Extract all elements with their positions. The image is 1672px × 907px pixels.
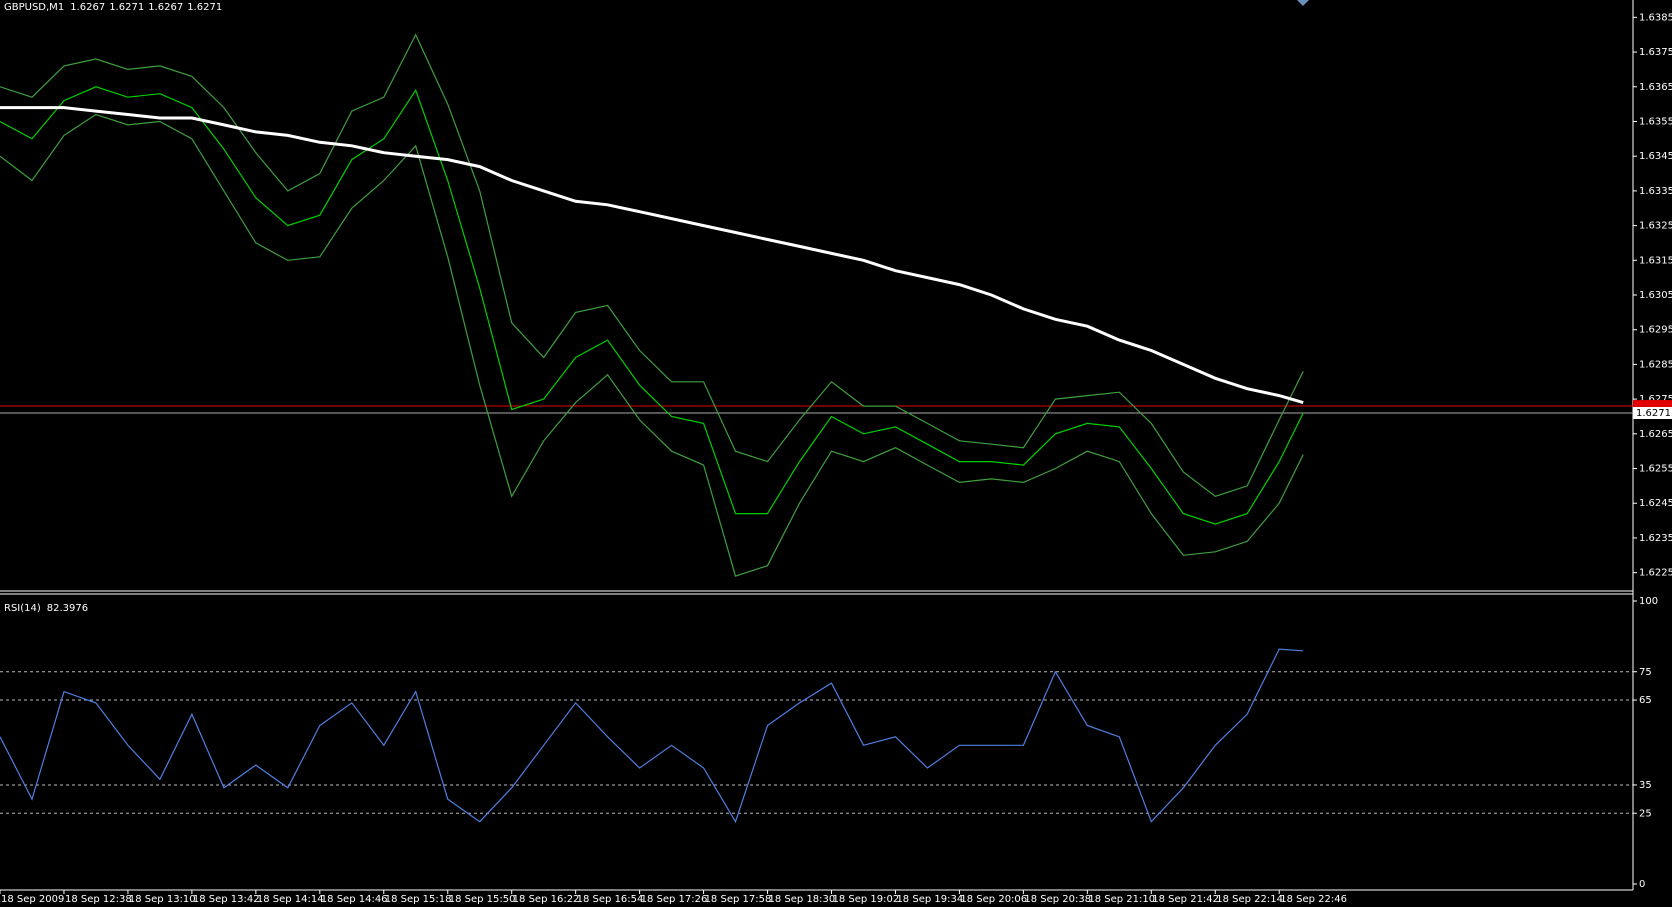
x-tick-label: 18 Sep 13:42 — [193, 894, 260, 905]
quote-value: 1.6267 — [70, 2, 105, 13]
y-tick-label: 1.6385 — [1639, 12, 1672, 23]
marker-icon — [1297, 0, 1309, 6]
x-tick-label: 18 Sep 16:54 — [577, 894, 644, 905]
y-tick-label: 1.6325 — [1639, 221, 1672, 232]
x-tick-label: 18 Sep 2009 — [1, 894, 64, 905]
y-tick-label: 1.6245 — [1639, 498, 1672, 509]
x-tick-label: 18 Sep 14:46 — [321, 894, 388, 905]
x-tick-label: 18 Sep 19:02 — [832, 894, 899, 905]
x-tick-label: 18 Sep 16:22 — [513, 894, 580, 905]
quote-value: 1.6271 — [187, 2, 222, 13]
y-tick-label: 1.6285 — [1639, 359, 1672, 370]
y-tick-label: 1.6315 — [1639, 255, 1672, 266]
y-tick-label: 1.6305 — [1639, 290, 1672, 301]
y-tick-label: 100 — [1639, 596, 1658, 607]
series-line — [0, 648, 1304, 824]
x-tick-label: 18 Sep 20:06 — [960, 894, 1027, 905]
y-tick-label: 1.6225 — [1639, 568, 1672, 579]
y-tick-label: 25 — [1639, 808, 1652, 819]
x-tick-label: 18 Sep 15:50 — [449, 894, 516, 905]
x-tick-label: 18 Sep 21:10 — [1088, 894, 1155, 905]
x-tick-label: 18 Sep 18:30 — [769, 894, 836, 905]
y-tick-label: 1.6265 — [1639, 429, 1672, 440]
y-tick-label: 1.6295 — [1639, 325, 1672, 336]
x-tick-label: 18 Sep 17:58 — [705, 894, 772, 905]
x-tick-label: 18 Sep 13:10 — [129, 894, 196, 905]
series-line — [0, 113, 1304, 577]
x-tick-label: 18 Sep 20:38 — [1024, 894, 1091, 905]
quote-value: 1.6267 — [148, 2, 183, 13]
quote-value: 1.6271 — [109, 2, 144, 13]
chart-title: GBPUSD,M1 — [4, 2, 64, 13]
y-tick-label: 1.6255 — [1639, 464, 1672, 475]
y-tick-label: 1.6355 — [1639, 116, 1672, 127]
indicator-value: 82.3976 — [47, 603, 88, 614]
x-tick-label: 18 Sep 22:46 — [1280, 894, 1347, 905]
x-tick-label: 18 Sep 12:38 — [65, 894, 132, 905]
x-tick-label: 18 Sep 17:26 — [641, 894, 708, 905]
series-line — [0, 86, 1304, 525]
y-tick-label: 35 — [1639, 780, 1652, 791]
y-tick-label: 1.6365 — [1639, 82, 1672, 93]
y-tick-label: 1.6335 — [1639, 186, 1672, 197]
x-tick-label: 18 Sep 19:34 — [896, 894, 963, 905]
series-line — [0, 106, 1304, 405]
y-tick-label: 1.6345 — [1639, 151, 1672, 162]
chart-title: RSI(14) — [4, 603, 41, 614]
y-tick-label: 75 — [1639, 667, 1652, 678]
y-tick-label: 0 — [1639, 879, 1645, 890]
series-line — [0, 33, 1304, 497]
bid-box — [1633, 407, 1672, 419]
x-tick-label: 18 Sep 15:18 — [385, 894, 452, 905]
bid-label: 1.6271 — [1636, 408, 1671, 419]
x-tick-label: 18 Sep 22:14 — [1216, 894, 1283, 905]
y-tick-label: 1.6275 — [1639, 394, 1672, 405]
x-tick-label: 18 Sep 14:14 — [257, 894, 324, 905]
y-tick-label: 1.6375 — [1639, 47, 1672, 58]
x-tick-label: 18 Sep 21:42 — [1152, 894, 1219, 905]
y-tick-label: 65 — [1639, 695, 1652, 706]
y-tick-label: 1.6235 — [1639, 533, 1672, 544]
